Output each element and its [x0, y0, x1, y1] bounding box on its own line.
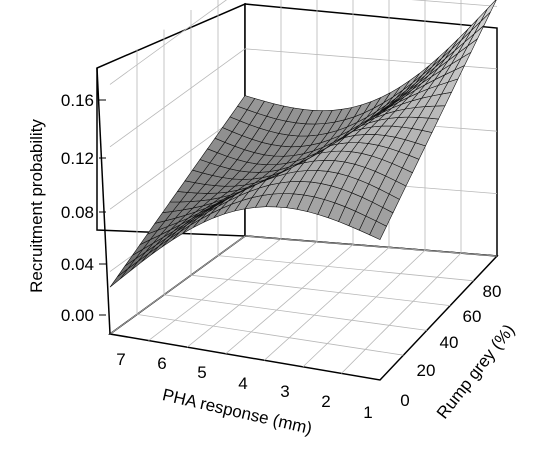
x-tick-label: 3	[280, 382, 289, 401]
y-tick-label: 40	[440, 333, 459, 352]
floor-grid-line	[136, 314, 404, 356]
wall-grid-line	[109, 48, 246, 148]
x-tick-label: 4	[238, 374, 247, 393]
floor-grid-line	[302, 249, 426, 368]
y-tick-label: 60	[463, 307, 482, 326]
wall-grid-line	[109, 235, 246, 335]
x-tick-label: 1	[363, 403, 372, 422]
wall-grid-line	[109, 0, 227, 85]
z-tick-label: 0.08	[61, 203, 94, 222]
front-vertical-edge	[96, 67, 111, 335]
floor-grid-line	[148, 238, 282, 341]
x-axis-label: PHA response (mm)	[161, 385, 314, 438]
wall-grid-line	[411, 0, 498, 7]
x-tick-label: 2	[321, 392, 330, 411]
floor-plane	[108, 235, 499, 381]
z-tick-label: 0.16	[61, 91, 94, 110]
surface-patch	[237, 95, 256, 111]
z-tick-label: 0.04	[61, 255, 94, 274]
x-tick-label: 6	[157, 354, 166, 373]
surface-mesh	[109, 0, 497, 288]
floor-grid-line	[264, 247, 390, 361]
z-axis-label: Recruitment probability	[27, 119, 46, 293]
wall-grid-line	[244, 235, 498, 257]
floor-grid-line	[186, 241, 318, 348]
y-tick-label: 0	[400, 391, 409, 410]
y-tick-label: 80	[483, 282, 502, 301]
floor-grid-line	[190, 274, 451, 306]
floor-grid-line	[163, 294, 427, 331]
floor-grid-line	[217, 255, 474, 282]
x-tick-label: 7	[116, 350, 125, 369]
z-axis: 0.00 0.04 0.08 0.12 0.16 Recruitment pro…	[27, 91, 106, 325]
y-tick-label: 20	[417, 361, 436, 380]
z-tick-label: 0.00	[61, 306, 94, 325]
floor-grid-line	[225, 244, 354, 355]
surface-patch	[480, 0, 497, 22]
surface-patch	[109, 268, 129, 288]
z-tick-label: 0.12	[61, 149, 94, 168]
x-tick-label: 5	[197, 363, 206, 382]
floor-grid-line	[341, 252, 462, 374]
